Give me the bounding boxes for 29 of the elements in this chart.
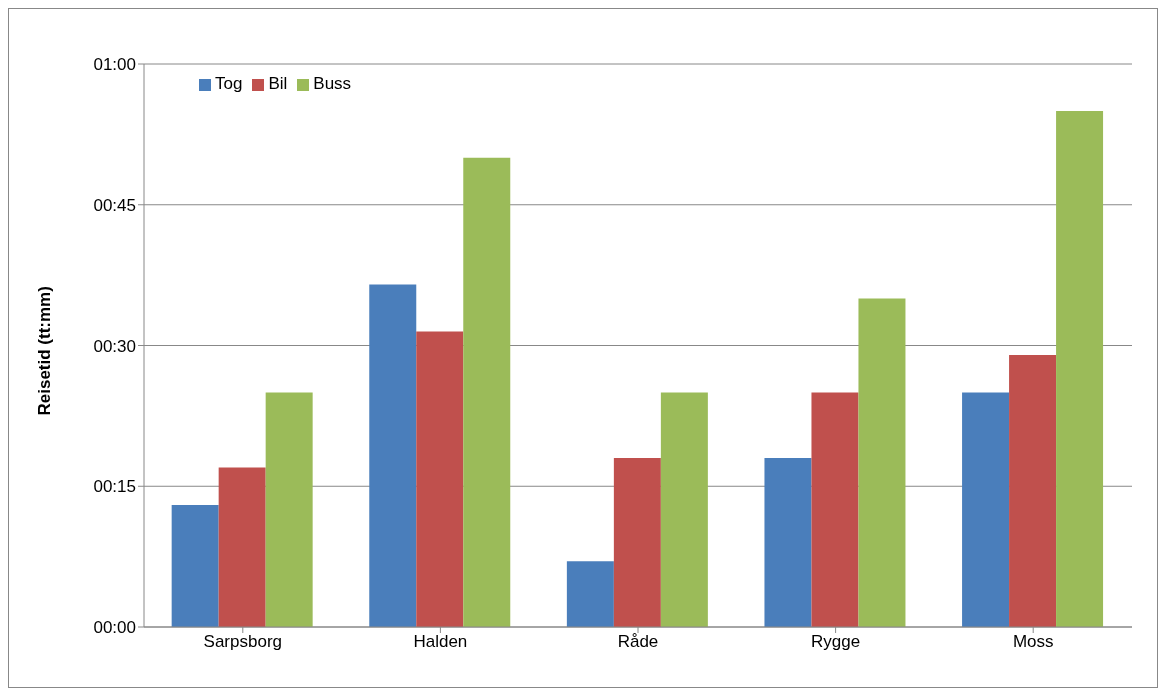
bar (218, 467, 266, 627)
x-tick-label: Sarpsborg (203, 632, 283, 652)
y-tick-label: 01:00 (93, 55, 136, 75)
bar (416, 331, 464, 627)
bar (463, 157, 511, 627)
x-tick-label: Rygge (811, 632, 861, 652)
y-tick-label: 00:15 (93, 477, 136, 497)
bar (1009, 354, 1057, 627)
x-tick-label: Moss (1012, 632, 1054, 652)
bar (369, 284, 417, 627)
bar (566, 561, 614, 627)
bar (660, 392, 708, 627)
legend-label: Tog (215, 74, 243, 93)
legend-label: Buss (313, 74, 352, 93)
bar (764, 458, 812, 627)
bar (858, 298, 906, 627)
bar (962, 392, 1010, 627)
legend-label: Bil (268, 74, 288, 93)
bar (1056, 110, 1104, 627)
bar (613, 458, 661, 627)
bar (811, 392, 859, 627)
x-tick-label: Råde (617, 632, 659, 652)
y-tick-label: 00:45 (93, 195, 136, 215)
x-tick-label: Halden (413, 632, 468, 652)
bar (265, 392, 313, 627)
y-tick-label: 00:00 (93, 618, 136, 638)
bar (171, 505, 219, 627)
y-tick-label: 00:30 (93, 336, 136, 356)
y-axis-title: Reisetid (tt:mm) (35, 286, 55, 416)
